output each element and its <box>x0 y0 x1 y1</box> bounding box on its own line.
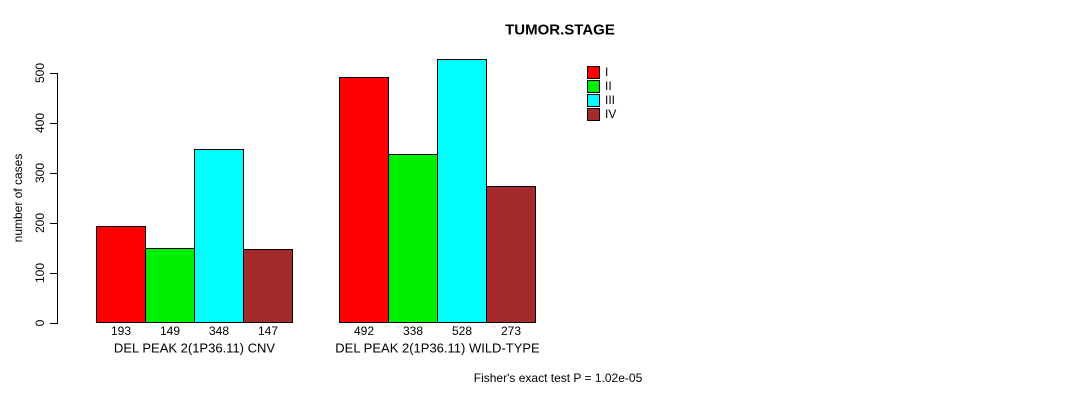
legend-label: I <box>605 64 609 79</box>
bar-value-label: 348 <box>208 324 230 338</box>
y-tick-label: 500 <box>33 62 47 84</box>
legend-row: IV <box>587 107 616 121</box>
bar-value-label: 273 <box>500 324 522 338</box>
y-tick-mark <box>50 223 57 224</box>
y-tick-mark <box>50 173 57 174</box>
fisher-test-footnote: Fisher's exact test P = 1.02e-05 <box>473 371 643 385</box>
legend-swatch-iii <box>587 93 600 107</box>
bar-value-label: 528 <box>451 324 473 338</box>
y-tick-label: 0 <box>33 319 47 327</box>
bar-iv-group1 <box>243 249 293 323</box>
legend-swatch-i <box>587 65 600 79</box>
bar-value-label: 193 <box>110 324 132 338</box>
bar-ii-group2 <box>388 154 438 323</box>
bar-value-label: 492 <box>353 324 375 338</box>
bar-value-label: 147 <box>257 324 279 338</box>
chart-title: TUMOR.STAGE <box>505 21 615 39</box>
y-axis-line <box>57 73 58 324</box>
y-tick-label: 400 <box>33 112 47 134</box>
bar-iii-group2 <box>437 59 487 323</box>
y-tick-label: 100 <box>33 262 47 284</box>
legend-row: II <box>587 79 616 93</box>
y-tick-label: 300 <box>33 162 47 184</box>
legend-label: IV <box>605 106 617 121</box>
legend-swatch-ii <box>587 79 600 93</box>
y-tick-mark <box>50 73 57 74</box>
legend-row: I <box>587 65 616 79</box>
y-tick-mark <box>50 323 57 324</box>
y-tick-label: 200 <box>33 212 47 234</box>
category-label: DEL PEAK 2(1P36.11) CNV <box>113 340 276 356</box>
legend-row: III <box>587 93 616 107</box>
category-label: DEL PEAK 2(1P36.11) WILD-TYPE <box>335 340 540 356</box>
bar-value-label: 338 <box>402 324 424 338</box>
bar-value-label: 149 <box>159 324 181 338</box>
legend-swatch-iv <box>587 107 600 121</box>
bar-ii-group1 <box>145 248 195 323</box>
legend-label: III <box>605 92 616 107</box>
legend: I II III IV <box>587 65 616 121</box>
y-tick-mark <box>50 273 57 274</box>
bar-iii-group1 <box>194 149 244 323</box>
bar-i-group1 <box>96 226 146 323</box>
bar-iv-group2 <box>486 186 536 323</box>
y-tick-mark <box>50 123 57 124</box>
bar-i-group2 <box>339 77 389 323</box>
legend-label: II <box>605 78 612 93</box>
